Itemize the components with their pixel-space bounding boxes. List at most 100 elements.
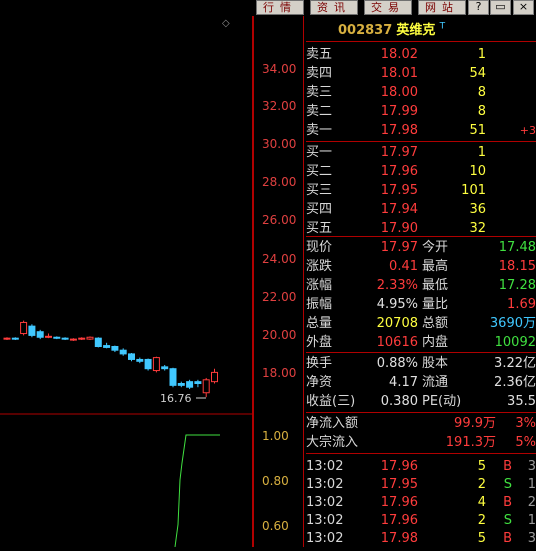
- tick-volume: 2: [477, 477, 486, 492]
- candle-body: [103, 345, 111, 348]
- order-level-label: 卖五: [306, 47, 333, 62]
- tab-trade[interactable]: 交易: [364, 0, 412, 15]
- order-volume: 1: [477, 47, 486, 62]
- candle-body: [144, 358, 152, 370]
- candle-body: [119, 349, 127, 355]
- header-separator: [306, 41, 536, 42]
- order-level-label: 卖二: [306, 104, 333, 119]
- price-axis-label: 32.00: [262, 99, 297, 113]
- stat-row: 净资 4.17 流通 2.36亿: [306, 373, 536, 392]
- stock-header: 002837 英维克 T: [338, 19, 445, 38]
- close-button[interactable]: ×: [513, 0, 534, 15]
- candle-body: [161, 366, 169, 370]
- stat-value: 18.15: [498, 259, 536, 274]
- tick-row: 13:02 17.96 5 B 3: [306, 457, 536, 476]
- order-volume: 51: [469, 123, 486, 138]
- tick-row: 13:02 17.96 4 B 2: [306, 493, 536, 512]
- stat-label: 今开: [422, 240, 449, 255]
- tick-count: 1: [527, 477, 536, 492]
- tick-price: 17.96: [380, 495, 418, 510]
- stock-flag: T: [439, 21, 446, 32]
- stat-row: 振幅 4.95% 量比 1.69: [306, 295, 536, 314]
- stat-row: 外盘 10616 内盘 10092: [306, 333, 536, 352]
- tick-count: 3: [527, 531, 536, 546]
- tick-count: 2: [527, 495, 536, 510]
- stat-label: 收益(三): [306, 394, 356, 409]
- stat-value: 20708: [376, 316, 418, 331]
- stat-value: 17.97: [380, 240, 418, 255]
- stat-row: 换手 0.88% 股本 3.22亿: [306, 354, 536, 373]
- stock-name: 英维克: [396, 23, 436, 38]
- stat-label: 外盘: [306, 335, 333, 350]
- stat-value: 3.22亿: [494, 356, 536, 371]
- order-book-row: 买三 17.95 101: [306, 181, 536, 200]
- stat-value: 4.17: [389, 375, 418, 390]
- price-axis-label: 22.00: [262, 290, 297, 304]
- candle-body: [177, 383, 185, 386]
- tick-row: 13:02 17.98 5 B 3: [306, 529, 536, 548]
- stat-label: 最低: [422, 278, 449, 293]
- stat-value: 17.48: [498, 240, 536, 255]
- stat-value: 3690万: [489, 316, 536, 331]
- stat-label: 内盘: [422, 335, 449, 350]
- candle-body: [152, 357, 160, 372]
- order-price: 17.94: [380, 202, 418, 217]
- tick-count: 1: [527, 513, 536, 528]
- tick-time: 13:02: [306, 531, 344, 546]
- order-volume: 1: [477, 145, 486, 160]
- stat-value: 35.5: [507, 394, 536, 409]
- order-book-row: 卖一 17.98 51 +3: [306, 121, 536, 140]
- quote-panel-border: [303, 16, 304, 547]
- candle-body: [36, 331, 44, 338]
- order-level-label: 买二: [306, 164, 333, 179]
- candle-body: [186, 381, 194, 388]
- order-price: 18.00: [380, 85, 418, 100]
- candle-body: [194, 381, 202, 384]
- chart-separator: [252, 16, 254, 547]
- order-book-row: 买四 17.94 36: [306, 200, 536, 219]
- order-volume: 10: [469, 164, 486, 179]
- candle-body: [3, 337, 11, 340]
- tick-row: 13:02 17.96 2 S 1: [306, 511, 536, 530]
- tab-quotes[interactable]: 行情: [256, 0, 304, 15]
- stat-row: 涨跌 0.41 最高 18.15: [306, 257, 536, 276]
- price-axis-label: 26.00: [262, 213, 297, 227]
- candle-body: [202, 379, 210, 394]
- flow-row: 大宗流入 191.3万 5%: [306, 433, 536, 452]
- price-axis-label: 34.00: [262, 62, 297, 76]
- order-price: 17.90: [380, 221, 418, 236]
- ticks-separator: [306, 453, 536, 454]
- tab-news[interactable]: 资讯: [310, 0, 358, 15]
- order-book-row: 卖三 18.00 8: [306, 83, 536, 102]
- indicator-line: [174, 434, 220, 548]
- order-price: 17.98: [380, 123, 418, 138]
- stat-value: 10616: [376, 335, 418, 350]
- tick-side: B: [503, 495, 512, 510]
- tick-side: B: [503, 459, 512, 474]
- tick-price: 17.95: [380, 477, 418, 492]
- stat-row: 现价 17.97 今开 17.48: [306, 238, 536, 257]
- order-volume: 101: [461, 183, 486, 198]
- tick-volume: 4: [477, 495, 486, 510]
- stat-value: 10092: [494, 335, 536, 350]
- help-button[interactable]: ?: [468, 0, 489, 15]
- candle-body: [11, 337, 19, 340]
- order-book-row: 卖四 18.01 54: [306, 64, 536, 83]
- order-volume: 8: [477, 85, 486, 100]
- candle-body: [53, 336, 61, 339]
- diamond-icon: ◇: [222, 18, 230, 29]
- indicator-axis-label: 0.80: [262, 474, 289, 488]
- tab-website[interactable]: 网站: [418, 0, 466, 15]
- stat-label: 量比: [422, 297, 449, 312]
- stat-label: 总量: [306, 316, 333, 331]
- tick-volume: 5: [477, 459, 486, 474]
- order-price: 17.96: [380, 164, 418, 179]
- order-level-label: 买三: [306, 183, 333, 198]
- stat-label: 涨跌: [306, 259, 333, 274]
- candle-body: [169, 368, 177, 386]
- chart-area[interactable]: ◇ 16.76: [0, 16, 252, 548]
- stat-value: 0.380: [380, 394, 418, 409]
- maximize-button[interactable]: ▭: [490, 0, 511, 15]
- quote-panel: 卖五 18.02 1 卖四 18.01 54 卖三 18.00 8 卖二 17.99 8 卖一 17.98…: [306, 16, 536, 547]
- stat-row: 涨幅 2.33% 最低 17.28: [306, 276, 536, 295]
